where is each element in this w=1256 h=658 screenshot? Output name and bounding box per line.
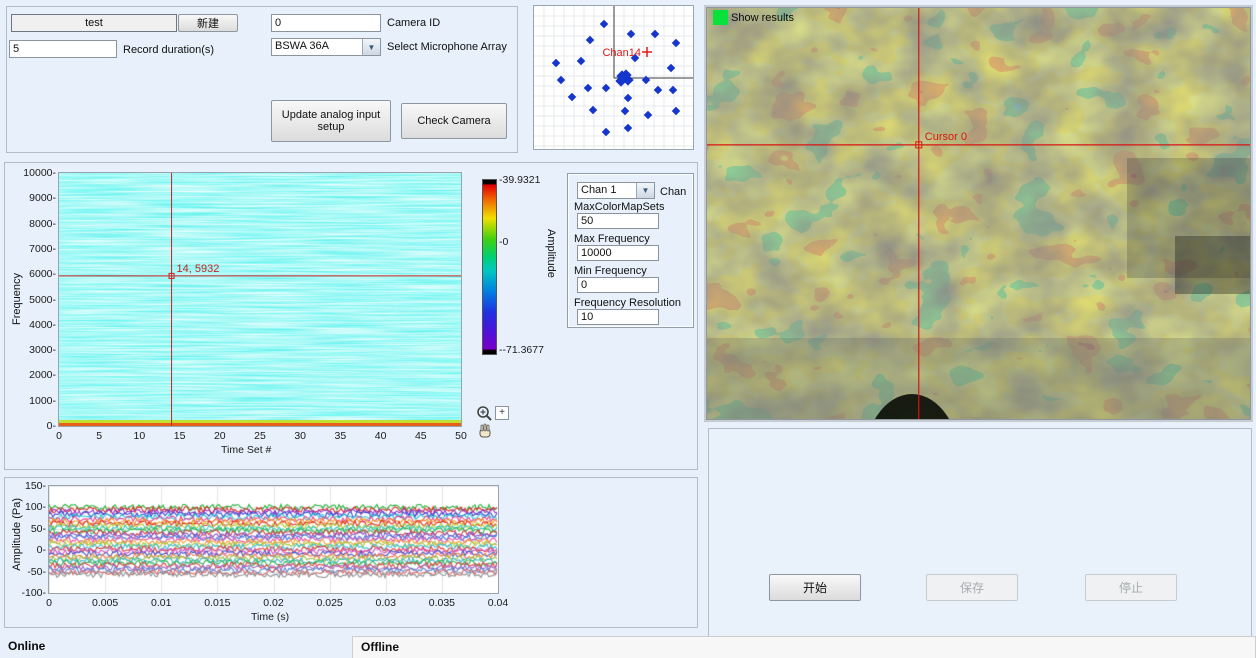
mic-array-dropdown[interactable]: BSWA 36A ▼ [271, 38, 381, 56]
test-name-field[interactable]: test [11, 14, 177, 32]
chan-label: Chan [660, 186, 686, 198]
waveform-xlabel: Time (s) [251, 611, 289, 623]
camera-image-frame: Cursor 0 Show results [704, 5, 1253, 422]
start-button[interactable]: 开始 [769, 574, 861, 601]
tab-online[interactable]: Online [8, 639, 45, 653]
stop-button[interactable]: 停止 [1085, 574, 1177, 601]
spectrogram-heatmap [59, 173, 461, 426]
colorbar-zero-label: -0 [499, 236, 508, 248]
app-window: test 新建 Record duration(s) Camera ID BSW… [0, 0, 1256, 658]
save-button[interactable]: 保存 [926, 574, 1018, 601]
spectrogram-xlabel: Time Set # [221, 444, 271, 456]
spectrogram-plot[interactable]: 14, 5932 [58, 172, 462, 427]
camera-id-label: Camera ID [387, 17, 440, 29]
check-camera-button[interactable]: Check Camera [401, 103, 507, 139]
min-frequency-label: Min Frequency [574, 265, 647, 277]
chan-value: Chan 1 [578, 183, 636, 198]
min-frequency-input[interactable] [577, 277, 659, 293]
pan-hand-icon[interactable] [477, 423, 493, 439]
maxcolormapsets-label: MaxColorMapSets [574, 201, 664, 213]
mic-array-scatter: Chan14 [534, 6, 693, 149]
chevron-down-icon[interactable]: ▼ [636, 183, 654, 198]
show-results-checkbox[interactable] [713, 10, 728, 25]
waveform-panel: Amplitude (Pa) -100--50-0-50-100-150-00.… [4, 477, 698, 628]
max-frequency-label: Max Frequency [574, 233, 650, 245]
amplitude-colorbar [482, 179, 497, 355]
colorbar-max-label: -39.9321 [499, 174, 540, 186]
svg-text:Cursor 0: Cursor 0 [925, 131, 967, 143]
mic-array-value: BSWA 36A [272, 39, 362, 55]
acoustic-camera-image[interactable]: Cursor 0 Show results [707, 8, 1250, 419]
actions-panel: 开始 保存 停止 [708, 428, 1252, 646]
colorbar-min-label: --71.3677 [499, 344, 544, 356]
show-results-label: Show results [731, 12, 794, 24]
zoom-magnifier-icon[interactable] [476, 405, 494, 423]
colorbar-amplitude-label: Amplitude [545, 229, 557, 278]
tab-offline-label: Offline [361, 640, 399, 654]
camera-id-input[interactable] [271, 14, 381, 32]
config-panel: test 新建 Record duration(s) Camera ID BSW… [6, 6, 518, 153]
frequency-resolution-label: Frequency Resolution [574, 297, 681, 309]
chevron-down-icon[interactable]: ▼ [362, 39, 380, 55]
chan-dropdown[interactable]: Chan 1 ▼ [577, 182, 655, 199]
svg-text:Chan14: Chan14 [602, 47, 641, 59]
record-duration-label: Record duration(s) [123, 44, 214, 56]
tab-offline[interactable]: Offline [352, 636, 1256, 658]
record-duration-input[interactable] [9, 40, 117, 58]
update-analog-input-button[interactable]: Update analog input setup [271, 100, 391, 142]
frequency-resolution-input[interactable] [577, 309, 659, 325]
mic-array-plot[interactable]: Chan14 [533, 5, 694, 150]
frequency-controls-group: Chan 1 ▼ Chan MaxColorMapSets Max Freque… [567, 173, 694, 328]
max-frequency-input[interactable] [577, 245, 659, 261]
svg-text:14, 5932: 14, 5932 [177, 263, 220, 275]
mic-array-label: Select Microphone Array [387, 41, 507, 53]
maxcolormapsets-input[interactable] [577, 213, 659, 229]
new-button[interactable]: 新建 [178, 14, 238, 32]
zoom-plus-icon[interactable]: + [495, 406, 509, 420]
graph-tools: + [476, 405, 494, 426]
spectrogram-panel: Frequency 14, 5932 0-1000-2 [4, 162, 698, 470]
waveform-plot[interactable] [48, 485, 499, 594]
